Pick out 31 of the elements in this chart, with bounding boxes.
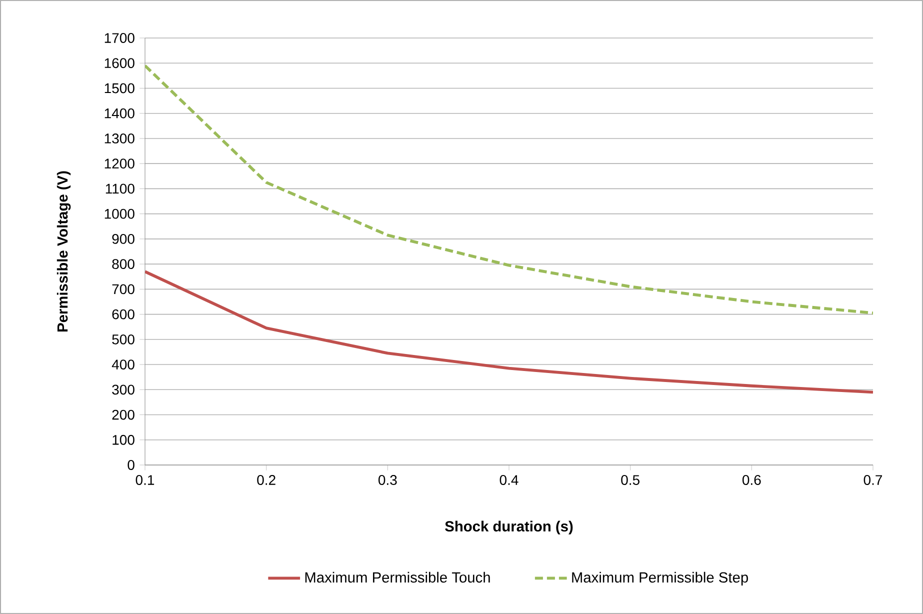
y-tick-label: 900 [112, 234, 134, 244]
x-tick-label: 0.5 [621, 475, 640, 485]
y-tick-label: 700 [112, 284, 134, 294]
y-tick-label: 300 [112, 384, 134, 395]
y-tick-label: 1100 [106, 184, 134, 194]
y-axis-title: Permissible Voltage (V) [56, 171, 71, 332]
legend-label: Maximum Permissible Step [572, 572, 748, 586]
x-tick-label: 0.2 [257, 475, 276, 485]
x-tick-label: 0.4 [500, 475, 518, 485]
y-tick-label: 1500 [104, 83, 134, 94]
x-tick-label: 0.3 [378, 475, 397, 485]
y-tick-label: 1400 [104, 108, 134, 118]
line-series [145, 64, 874, 315]
y-tick-label: 200 [112, 410, 134, 420]
x-tick-label: 0.1 [136, 475, 154, 485]
y-tick-label: 1700 [104, 33, 134, 43]
x-axis-title: Shock duration (s) [445, 520, 573, 534]
y-tick-label: 1000 [104, 208, 134, 219]
y-tick-label: 0 [128, 460, 134, 470]
y-tick-label: 100 [112, 434, 134, 445]
y-tick-label: 800 [112, 259, 134, 270]
y-tick-label: 400 [112, 360, 134, 370]
y-tick-label: 1200 [104, 158, 134, 169]
legend-label: Maximum Permissible Touch [305, 572, 490, 583]
y-tick-label: 500 [112, 334, 134, 344]
y-tick-label: 1600 [104, 58, 134, 68]
x-tick-label: 0.6 [742, 475, 761, 485]
y-tick-label: 1300 [104, 134, 134, 144]
y-tick-label: 600 [112, 309, 134, 320]
line-series [145, 270, 874, 394]
x-tick-label: 0.7 [864, 475, 882, 485]
